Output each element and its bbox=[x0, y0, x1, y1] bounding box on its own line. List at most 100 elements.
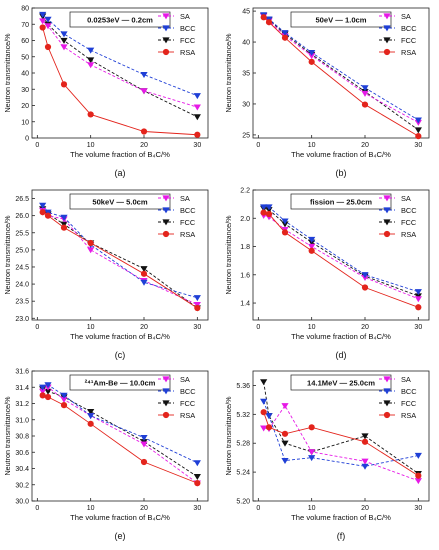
y-tick-label: 5.24 bbox=[236, 470, 250, 477]
y-tick-label: 31.4 bbox=[15, 385, 29, 392]
data-point-bcc bbox=[44, 382, 52, 389]
legend-marker bbox=[383, 411, 391, 419]
data-point-sa bbox=[60, 44, 68, 51]
y-tick-label: 25.5 bbox=[15, 230, 29, 237]
legend-label: BCC bbox=[401, 387, 417, 396]
x-tick-label: 0 bbox=[256, 324, 260, 331]
data-point-rsa bbox=[415, 133, 422, 140]
x-tick-label: 30 bbox=[193, 142, 201, 149]
legend-marker bbox=[383, 230, 391, 238]
data-point-rsa bbox=[44, 212, 52, 219]
y-axis-label: Neutron transmittance/% bbox=[224, 396, 233, 476]
y-tick-label: 10 bbox=[21, 119, 29, 126]
data-point-fcc bbox=[87, 57, 95, 64]
data-point-sa bbox=[140, 441, 148, 448]
y-tick-label: 0 bbox=[25, 136, 29, 143]
data-point-sa bbox=[193, 104, 201, 111]
x-tick-label: 10 bbox=[87, 142, 95, 149]
y-tick-label: 30 bbox=[21, 87, 29, 94]
legend-label: RSA bbox=[401, 411, 416, 420]
y-axis-label: Neutron transmittance/% bbox=[224, 215, 233, 295]
data-point-rsa bbox=[140, 128, 148, 135]
data-point-bcc bbox=[44, 16, 52, 23]
y-tick-label: 26.0 bbox=[15, 213, 29, 220]
data-point-bcc bbox=[281, 30, 289, 37]
x-tick-label: 0 bbox=[256, 142, 260, 149]
legend-label: RSA bbox=[180, 411, 195, 420]
legend-marker bbox=[383, 388, 391, 395]
series-line-bcc bbox=[42, 384, 198, 464]
data-point-bcc bbox=[265, 413, 273, 420]
series-line-fcc bbox=[42, 388, 198, 478]
x-tick-label: 30 bbox=[414, 324, 422, 331]
legend-marker bbox=[162, 37, 170, 44]
data-point-bcc bbox=[308, 236, 316, 243]
data-point-sa bbox=[414, 296, 422, 303]
data-point-rsa bbox=[265, 424, 273, 431]
y-tick-label: 60 bbox=[21, 38, 29, 45]
legend-marker bbox=[162, 48, 170, 56]
legend-label: FCC bbox=[401, 36, 417, 45]
data-point-rsa bbox=[308, 424, 315, 431]
x-tick-label: 0 bbox=[35, 505, 39, 512]
legend-label: RSA bbox=[401, 48, 416, 57]
data-point-sa bbox=[87, 247, 95, 254]
data-point-fcc bbox=[260, 379, 268, 386]
legend-label: BCC bbox=[401, 206, 417, 215]
data-point-rsa bbox=[87, 111, 94, 118]
chart-title-box bbox=[69, 11, 171, 28]
data-point-rsa bbox=[415, 472, 422, 479]
legend-marker bbox=[162, 25, 170, 32]
data-point-rsa bbox=[415, 304, 422, 311]
data-point-rsa bbox=[361, 284, 369, 291]
y-tick-label: 1.6 bbox=[240, 272, 250, 279]
y-tick-label: 2.0 bbox=[240, 216, 250, 223]
legend-marker bbox=[383, 25, 391, 32]
data-point-fcc bbox=[87, 409, 95, 416]
data-point-rsa bbox=[361, 438, 369, 445]
data-point-rsa bbox=[194, 304, 201, 312]
data-point-sa bbox=[308, 53, 316, 60]
y-tick-label: 35 bbox=[242, 71, 250, 78]
data-point-rsa bbox=[308, 58, 315, 65]
chart-title: 50keV — 5.0cm bbox=[92, 198, 148, 207]
series-line-sa bbox=[42, 386, 198, 484]
legend-label: BCC bbox=[180, 206, 196, 215]
data-point-rsa bbox=[60, 224, 68, 231]
x-tick-label: 10 bbox=[87, 324, 95, 331]
y-tick-label: 5.20 bbox=[236, 499, 250, 506]
series-line-rsa bbox=[42, 27, 198, 136]
data-point-rsa bbox=[60, 402, 68, 409]
y-tick-label: 40 bbox=[21, 71, 29, 78]
series-line-rsa bbox=[263, 412, 419, 477]
x-tick-label: 30 bbox=[193, 324, 201, 331]
x-axis-label: The volume fraction of B₄C/% bbox=[70, 513, 170, 522]
data-point-fcc bbox=[193, 114, 201, 121]
data-point-bcc bbox=[60, 214, 68, 221]
y-tick-label: 30.8 bbox=[15, 434, 29, 441]
data-point-rsa bbox=[194, 480, 201, 487]
data-point-rsa bbox=[194, 131, 201, 138]
legend-label: SA bbox=[401, 375, 411, 384]
chart-panel: 0 10 20 30 0 10 20 30 40 50 60 70 80 The volume fract… bbox=[3, 6, 209, 178]
y-tick-label: 30.6 bbox=[15, 450, 29, 457]
panel-label: (b) bbox=[336, 168, 347, 178]
x-tick-label: 30 bbox=[193, 505, 201, 512]
y-tick-label: 26.5 bbox=[15, 196, 29, 203]
series-line-fcc bbox=[263, 207, 419, 297]
data-point-fcc bbox=[140, 266, 148, 273]
legend-marker bbox=[162, 230, 170, 238]
legend-label: FCC bbox=[180, 399, 196, 408]
data-point-fcc bbox=[361, 433, 369, 440]
data-point-rsa bbox=[265, 19, 273, 26]
legend-label: FCC bbox=[401, 399, 417, 408]
x-axis-label: The volume fraction of B₄C/% bbox=[291, 150, 391, 159]
data-point-bcc bbox=[260, 398, 268, 405]
y-tick-label: 23.5 bbox=[15, 299, 29, 306]
data-point-bcc bbox=[281, 218, 289, 225]
data-point-bcc bbox=[265, 204, 273, 211]
data-point-bcc bbox=[87, 47, 95, 54]
legend-label: SA bbox=[180, 194, 190, 203]
legend-marker bbox=[162, 400, 170, 407]
y-tick-label: 23.0 bbox=[15, 316, 29, 323]
